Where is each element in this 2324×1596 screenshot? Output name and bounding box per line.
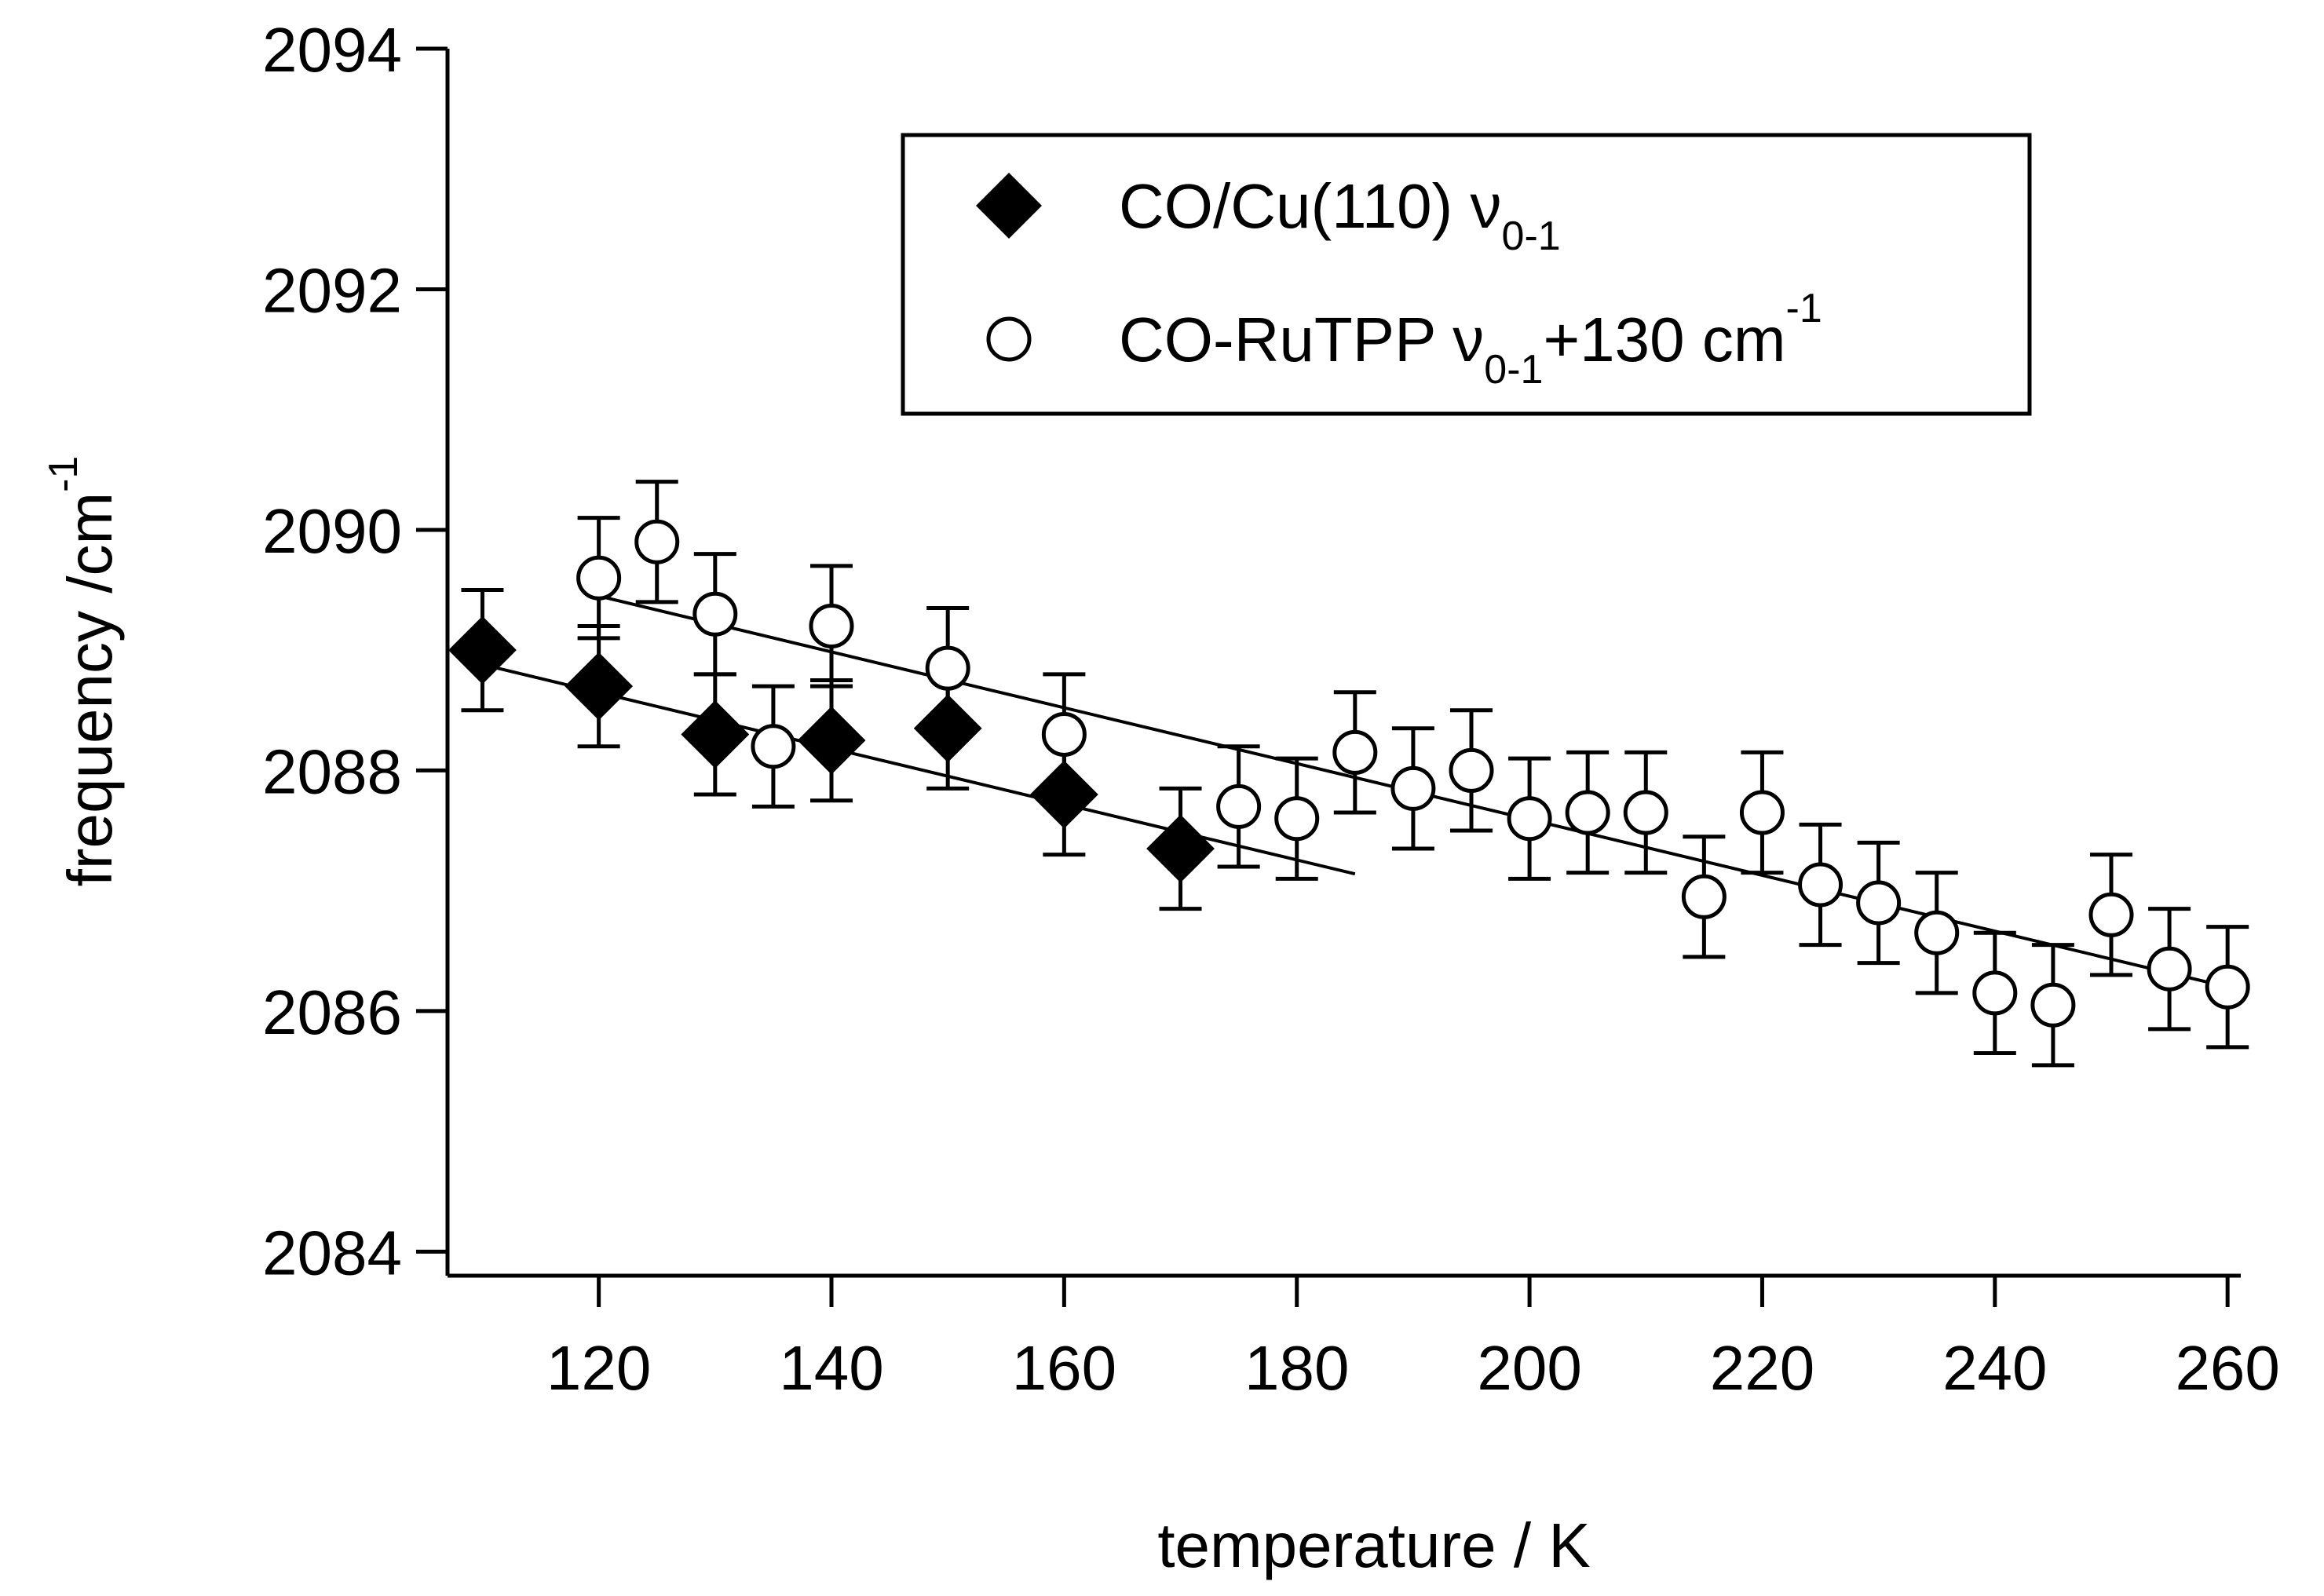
y-tick-label: 2094 (262, 15, 402, 85)
legend-label-sub: 0-1 (1502, 214, 1561, 259)
legend-entry: CO-RuTPP ν0-1+130 cm-1 (986, 286, 1822, 393)
legend-label: CO-RuTPP ν0-1+130 cm-1 (1119, 286, 1822, 393)
data-point-circle (1739, 790, 1785, 835)
data-point-circle (634, 519, 680, 564)
data-point-diamond (681, 700, 750, 769)
data-point-circle (1332, 729, 1378, 775)
data-point-circle (1449, 747, 1494, 793)
x-tick-label: 220 (1710, 1333, 1814, 1403)
x-tick-label: 260 (2175, 1333, 2279, 1403)
data-point-circle (576, 555, 622, 601)
data-point-circle (692, 591, 738, 637)
data-point-circle (1856, 880, 1902, 926)
legend-label-after: +130 cm (1543, 305, 1785, 374)
data-point-circle (1623, 790, 1668, 835)
x-tick-label: 180 (1244, 1333, 1349, 1403)
y-tick-label: 2092 (262, 255, 402, 325)
data-point-circle (1041, 711, 1087, 757)
data-point-circle (2030, 982, 2076, 1028)
tick-labels: 2084 2086 2088 2090 2092 2094 120 140 160 180 200 2… (262, 15, 2280, 1403)
legend-entry: CO/Cu(110) ν0-1 (976, 171, 1561, 259)
tick-marks (416, 46, 2230, 1307)
data-point-circle (751, 724, 796, 769)
series-rutpp (576, 480, 2250, 1068)
legend-label-main: CO-RuTPP ν (1119, 305, 1484, 374)
y-tick-label: 2084 (262, 1218, 402, 1287)
legend-marker-circle (986, 316, 1032, 362)
legend-marker-diamond (976, 173, 1042, 239)
y-tick-label: 2086 (262, 977, 402, 1047)
y-tick-label: 2090 (262, 496, 402, 566)
data-point-circle (2088, 892, 2134, 937)
data-point-circle (809, 604, 854, 649)
data-point-diamond (1146, 814, 1215, 883)
data-point-circle (1798, 862, 1843, 908)
data-point-circle (1390, 765, 1436, 811)
data-point-circle (2147, 946, 2192, 992)
x-tick-label: 240 (1942, 1333, 2047, 1403)
y-axis-title: frequency /cm-1 (41, 456, 125, 887)
data-point-circle (1565, 790, 1610, 835)
x-tick-label: 200 (1477, 1333, 1581, 1403)
data-point-circle (1914, 910, 1960, 955)
x-tick-label: 140 (779, 1333, 883, 1403)
legend-label: CO/Cu(110) ν0-1 (1119, 171, 1561, 259)
data-point-circle (2205, 964, 2250, 1010)
data-point-circle (1274, 796, 1320, 842)
legend-label-sup: -1 (1786, 286, 1822, 331)
axes (445, 49, 2241, 1278)
fit-line-cu110 (481, 663, 1356, 876)
data-point-circle (925, 645, 970, 691)
y-axis-title-main: frequency /cm (55, 492, 125, 886)
data-point-diamond (797, 706, 866, 775)
svg-text:frequency /cm-1: frequency /cm-1 (41, 456, 125, 887)
y-axis-title-superscript: -1 (41, 456, 86, 492)
legend-label-main: CO/Cu(110) ν (1119, 171, 1502, 241)
legend-box (901, 133, 2032, 416)
data-point-circle (1507, 796, 1552, 842)
data-point-circle (1972, 970, 2018, 1016)
plot-area (448, 480, 2250, 1068)
legend: CO/Cu(110) ν0-1CO-RuTPP ν0-1+130 cm-1 (901, 133, 2032, 416)
data-point-diamond (448, 615, 517, 685)
data-point-diamond (565, 652, 634, 721)
series-cu110 (448, 588, 1215, 911)
legend-label-sub: 0-1 (1484, 347, 1543, 393)
data-point-circle (1216, 783, 1262, 829)
x-tick-label: 160 (1012, 1333, 1116, 1403)
x-axis-title: temperature / K (1157, 1510, 1590, 1580)
x-tick-label: 120 (546, 1333, 651, 1403)
data-point-circle (1681, 874, 1727, 919)
y-tick-label: 2088 (262, 736, 402, 806)
